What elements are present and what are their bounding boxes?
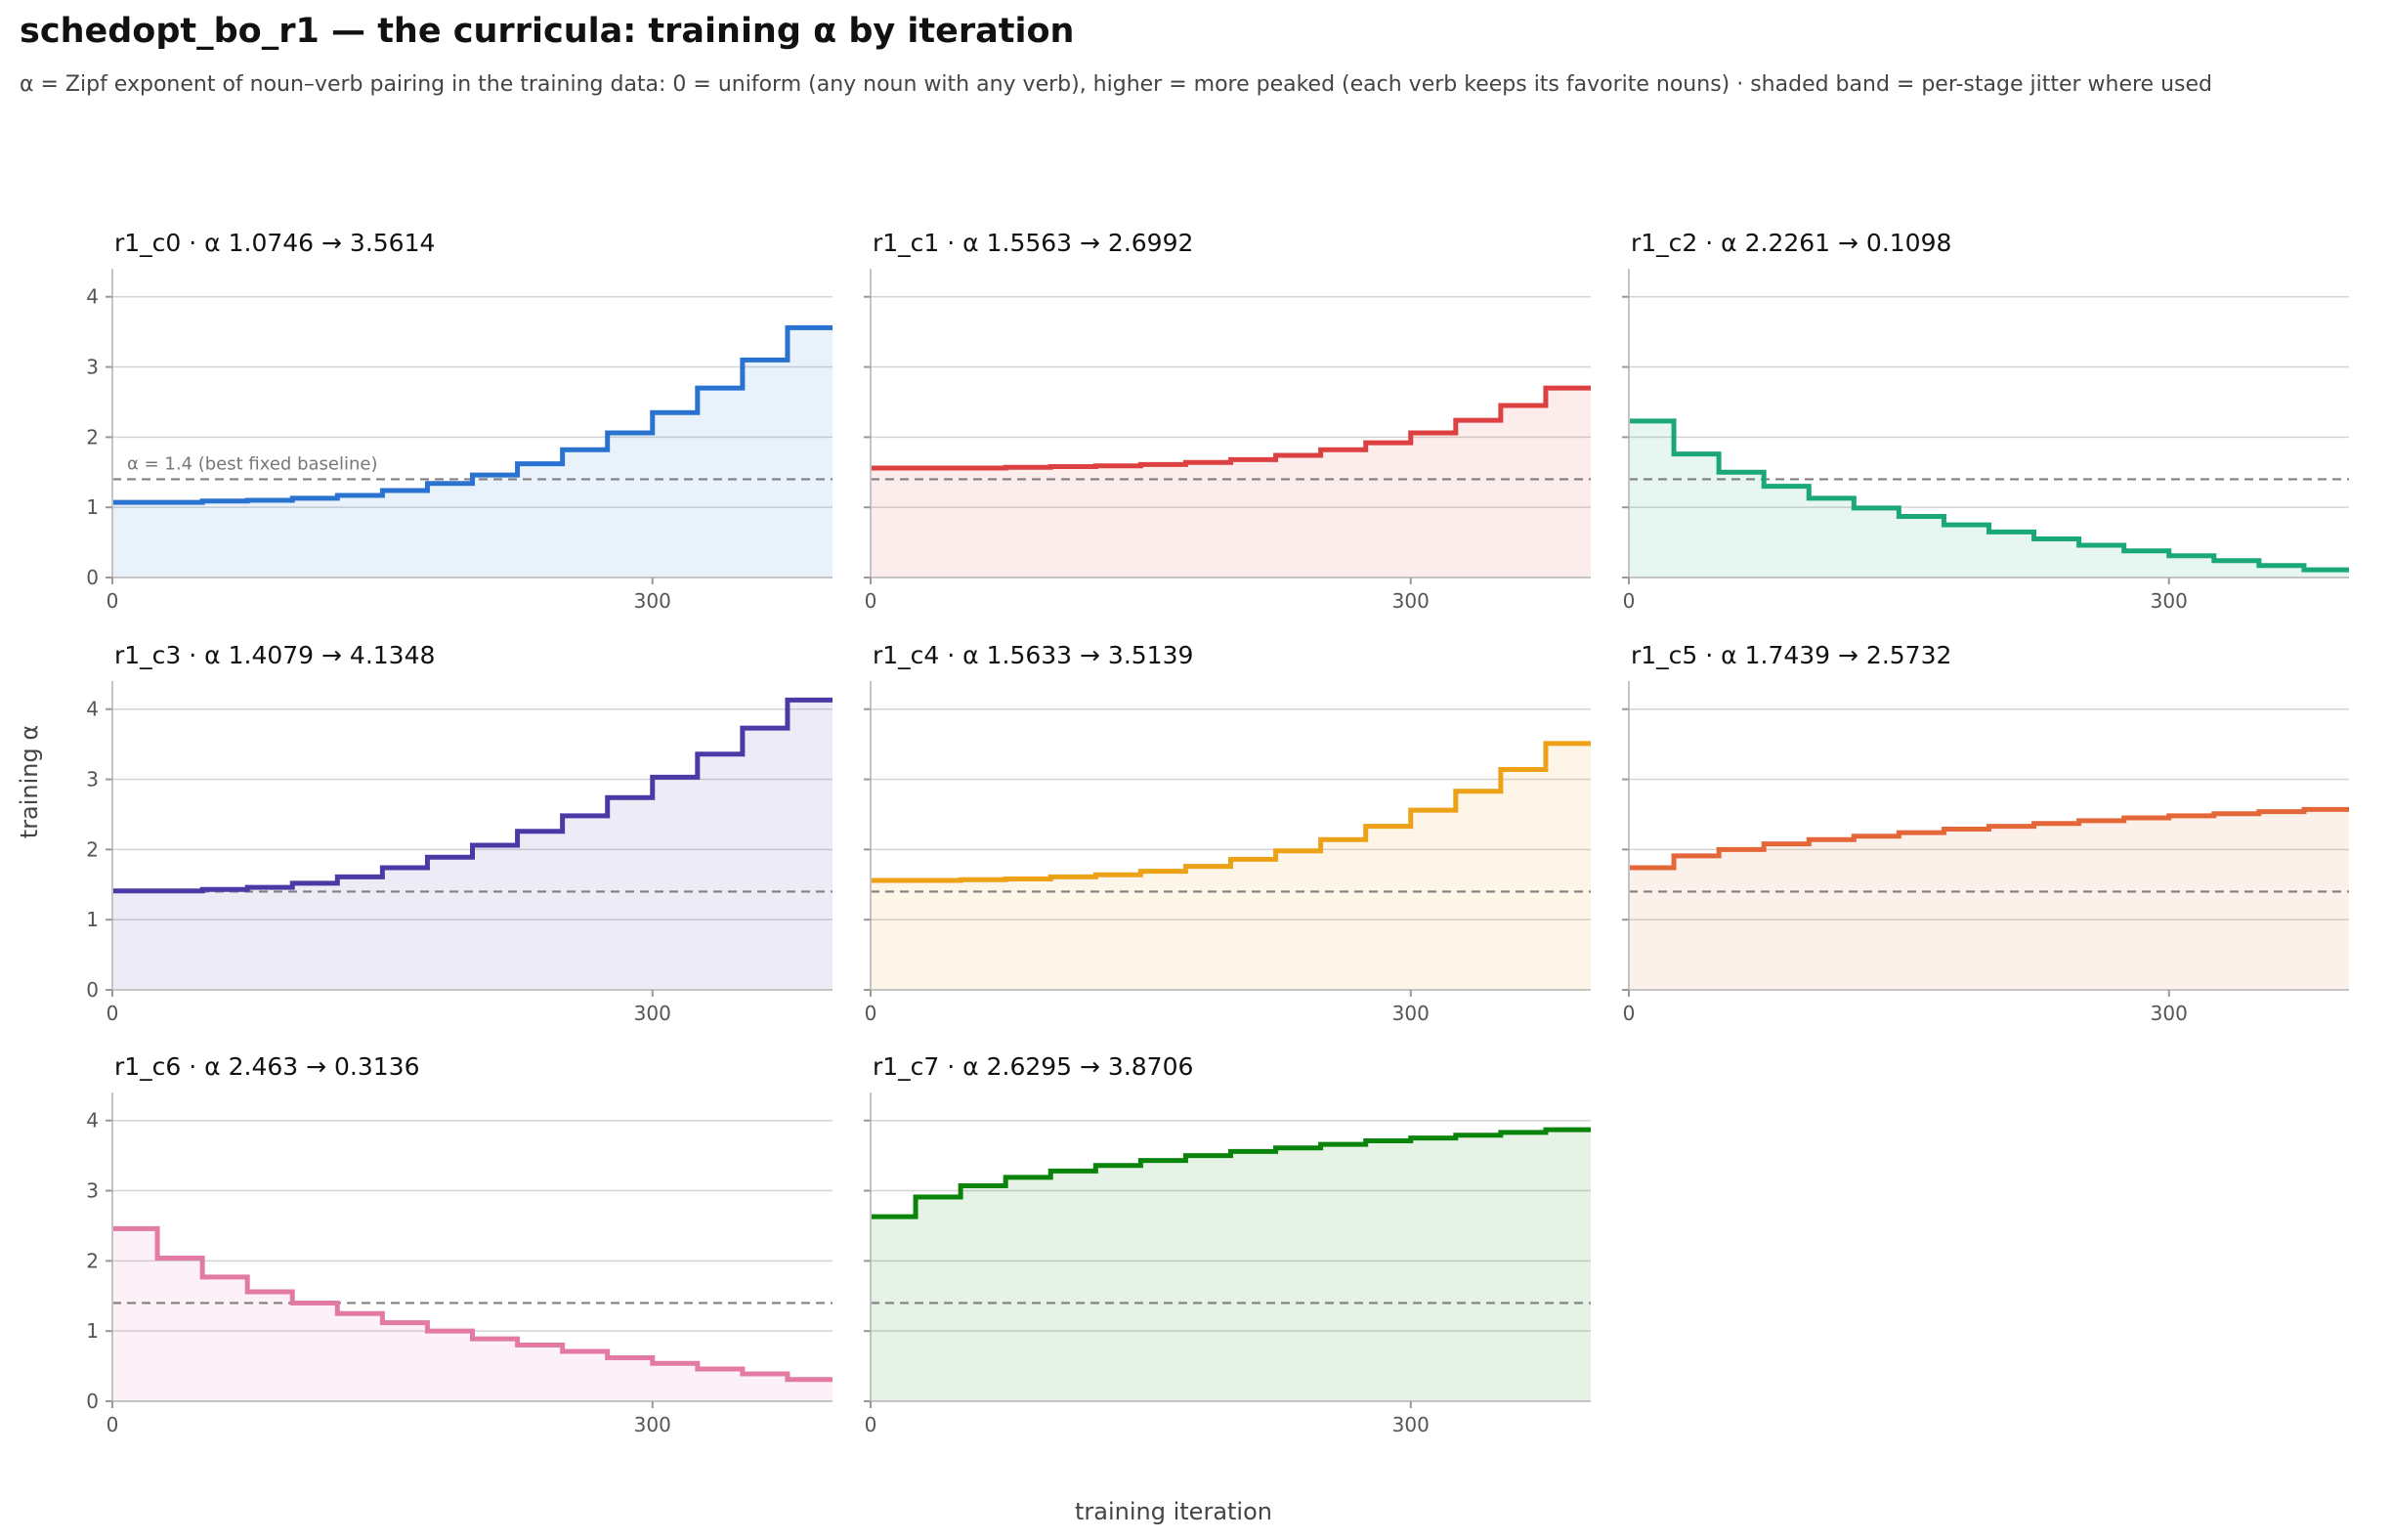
x-tick-label: 0 — [865, 1002, 877, 1025]
x-tick-label: 0 — [107, 1413, 119, 1436]
y-tick-label: 2 — [86, 837, 99, 861]
y-tick-label: 4 — [86, 285, 99, 309]
series-area — [112, 1228, 833, 1401]
y-tick-label: 1 — [86, 1319, 99, 1343]
panel-title: r1_c0 · α 1.0746 → 3.5614 — [114, 229, 435, 257]
series-area — [112, 700, 833, 990]
baseline-label: α = 1.4 (best fixed baseline) — [127, 453, 378, 474]
series-line — [871, 385, 1591, 471]
series-area — [1629, 420, 2349, 578]
x-tick-label: 300 — [1392, 1413, 1430, 1436]
panel-r1_c6: 0 1 2 3 4 0 300 r1_c6 · α 2.463 → 0.3136 — [86, 1052, 833, 1436]
panel-r1_c4: 0 300 r1_c4 · α 1.5633 → 3.5139 — [864, 641, 1591, 1025]
panel-title: r1_c4 · α 1.5633 → 3.5139 — [873, 641, 1193, 669]
x-tick-label: 300 — [2151, 589, 2188, 613]
panel-title: r1_c2 · α 2.2261 → 0.1098 — [1631, 229, 1951, 257]
x-tick-label: 0 — [1623, 1002, 1636, 1025]
series-line — [112, 697, 833, 894]
panel-title: r1_c5 · α 1.7439 → 2.5732 — [1631, 641, 1951, 669]
y-tick-label: 1 — [86, 908, 99, 931]
x-axis-label: training iteration — [1075, 1498, 1272, 1525]
x-tick-label: 0 — [107, 1002, 119, 1025]
x-tick-label: 300 — [2151, 1002, 2188, 1025]
x-tick-label: 300 — [1392, 1002, 1430, 1025]
series-area — [871, 1130, 1591, 1401]
y-tick-label: 0 — [86, 566, 99, 589]
y-tick-label: 4 — [86, 1109, 99, 1133]
y-tick-label: 4 — [86, 698, 99, 721]
series-area — [112, 327, 833, 578]
x-tick-label: 0 — [865, 589, 877, 613]
y-tick-label: 0 — [86, 1390, 99, 1413]
series-line — [1629, 806, 2349, 871]
series-area — [871, 388, 1591, 578]
y-tick-label: 3 — [86, 356, 99, 379]
x-tick-label: 0 — [1623, 589, 1636, 613]
panel-title: r1_c7 · α 2.6295 → 3.8706 — [873, 1052, 1193, 1081]
y-tick-label: 2 — [86, 425, 99, 449]
panel-r1_c5: 0 300 r1_c5 · α 1.7439 → 2.5732 — [1622, 641, 2349, 1025]
series-line — [871, 741, 1591, 883]
y-tick-label: 2 — [86, 1249, 99, 1272]
page-subtitle: α = Zipf exponent of noun–verb pairing i… — [20, 72, 2212, 97]
y-tick-label: 0 — [86, 978, 99, 1002]
panel-title: r1_c6 · α 2.463 → 0.3136 — [114, 1052, 420, 1081]
panel-title: r1_c1 · α 1.5563 → 2.6992 — [873, 229, 1193, 257]
panel-r1_c0: 0 1 2 3 4 0 300 r1_c0 · α 1.0746 → 3.5614 α = 1.… — [86, 229, 833, 613]
series-line — [112, 324, 833, 505]
panel-r1_c2: 0 300 r1_c2 · α 2.2261 → 0.1098 — [1622, 229, 2349, 613]
series-area — [1629, 809, 2349, 990]
y-tick-label: 1 — [86, 495, 99, 519]
page-title: schedopt_bo_r1 — the curricula: training… — [20, 12, 1075, 51]
x-tick-label: 300 — [634, 1002, 671, 1025]
panel-r1_c7: 0 300 r1_c7 · α 2.6295 → 3.8706 — [864, 1052, 1591, 1436]
x-tick-label: 0 — [107, 589, 119, 613]
x-tick-label: 300 — [634, 1413, 671, 1436]
series-line — [1629, 418, 2349, 573]
series-line — [112, 1225, 833, 1383]
panel-r1_c3: 0 1 2 3 4 0 300 r1_c3 · α 1.4079 → 4.1348 — [86, 641, 833, 1025]
y-axis-label: training α — [16, 725, 43, 838]
x-tick-label: 300 — [634, 589, 671, 613]
panel-r1_c1: 0 300 r1_c1 · α 1.5563 → 2.6992 — [864, 229, 1591, 613]
panel-title: r1_c3 · α 1.4079 → 4.1348 — [114, 641, 435, 669]
series-line — [871, 1127, 1591, 1219]
x-tick-label: 0 — [865, 1413, 877, 1436]
y-tick-label: 3 — [86, 768, 99, 791]
x-tick-label: 300 — [1392, 589, 1430, 613]
y-tick-label: 3 — [86, 1179, 99, 1203]
